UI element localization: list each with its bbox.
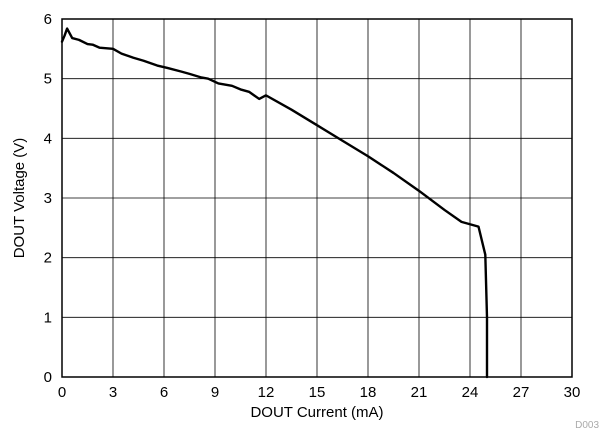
- x-tick-label: 27: [513, 384, 530, 401]
- y-tick-label: 6: [44, 11, 52, 28]
- x-tick-label: 18: [360, 384, 377, 401]
- y-tick-label: 2: [44, 250, 52, 267]
- x-tick-label: 24: [462, 384, 479, 401]
- grid-lines: [61, 18, 573, 378]
- x-tick-label: 12: [258, 384, 275, 401]
- y-tick-label: 5: [44, 71, 52, 88]
- figure-code-label: D003: [575, 420, 599, 431]
- y-tick-label: 3: [44, 190, 52, 207]
- y-axis-title: DOUT Voltage (V): [11, 138, 28, 259]
- plot-area-frame: [61, 18, 573, 378]
- x-tick-label: 15: [309, 384, 326, 401]
- x-tick-label: 6: [160, 384, 168, 401]
- x-tick-label: 21: [411, 384, 428, 401]
- x-axis-tick-labels: 0 3 6 9 12 15 18 21 24 27 30: [58, 384, 581, 401]
- x-tick-label: 0: [58, 384, 66, 401]
- x-tick-label: 3: [109, 384, 117, 401]
- y-tick-label: 4: [44, 130, 52, 147]
- y-tick-label: 1: [44, 309, 52, 326]
- series-line: [60, 27, 489, 379]
- x-tick-label: 30: [564, 384, 581, 401]
- x-tick-label: 9: [211, 384, 219, 401]
- y-axis-tick-labels: 0 1 2 3 4 5 6: [44, 11, 52, 386]
- x-axis-title: DOUT Current (mA): [250, 404, 383, 421]
- y-tick-label: 0: [44, 369, 52, 386]
